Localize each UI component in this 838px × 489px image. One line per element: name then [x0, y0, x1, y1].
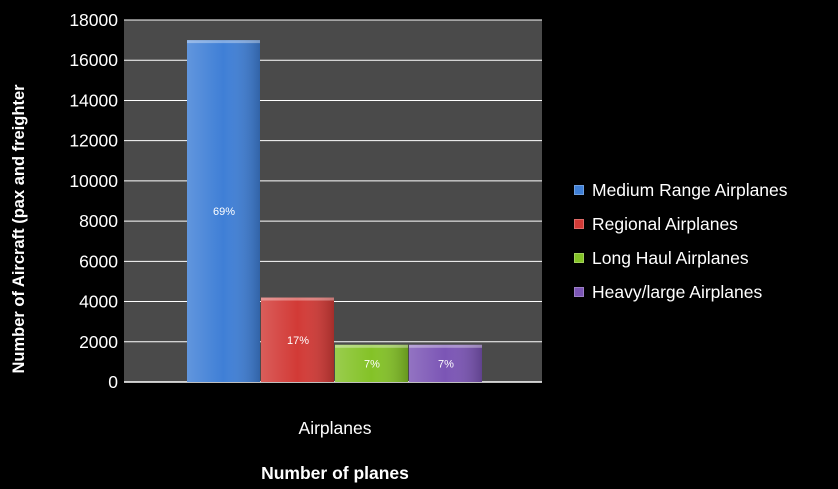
legend-swatch — [574, 253, 584, 263]
y-tick-label: 2000 — [79, 332, 118, 352]
bar-data-label: 7% — [364, 358, 380, 370]
y-tick-label: 4000 — [79, 292, 118, 312]
bar-shading — [409, 344, 482, 382]
y-tick-label: 16000 — [69, 50, 118, 70]
y-tick-label: 10000 — [69, 171, 118, 191]
bar-data-label: 7% — [438, 358, 454, 370]
legend-item-medium-range: Medium Range Airplanes — [574, 174, 836, 206]
bar-top-edge — [409, 344, 482, 348]
legend-label: Regional Airplanes — [592, 213, 738, 234]
legend-swatch — [574, 287, 584, 297]
y-axis-title: Number of Aircraft (pax and freighter — [10, 84, 28, 374]
bar-shading — [335, 344, 408, 382]
legend-label: Medium Range Airplanes — [592, 179, 788, 200]
x-tick-label: Airplanes — [299, 418, 372, 438]
bar-top-edge — [335, 344, 408, 348]
bar-top-edge — [187, 40, 260, 44]
y-tick-label: 18000 — [69, 10, 118, 30]
legend: Medium Range Airplanes Regional Airplane… — [574, 174, 836, 310]
x-axis-title: Number of planes — [261, 463, 409, 483]
y-tick-labels: 0 2000 4000 6000 8000 10000 12000 14000 16000 180… — [69, 10, 118, 392]
y-tick-label: 8000 — [79, 211, 118, 231]
x-tick-labels: Airplanes — [299, 418, 372, 438]
legend-item-long-haul: Long Haul Airplanes — [574, 242, 836, 274]
bar-top-edge — [261, 297, 334, 301]
bar-data-label: 17% — [287, 335, 309, 347]
legend-label: Heavy/large Airplanes — [592, 281, 763, 302]
legend-item-regional: Regional Airplanes — [574, 208, 836, 240]
y-tick-label: 12000 — [69, 131, 118, 151]
bars: 69% 17% 7% 7% — [187, 40, 482, 382]
y-tick-label: 0 — [108, 372, 118, 392]
legend-swatch — [574, 185, 584, 195]
y-tick-label: 14000 — [69, 90, 118, 110]
bar-shading — [187, 40, 260, 382]
bar-data-label: 69% — [213, 206, 235, 218]
legend-swatch — [574, 219, 584, 229]
bar-shading — [261, 297, 334, 382]
y-tick-label: 6000 — [79, 251, 118, 271]
legend-item-heavy-large: Heavy/large Airplanes — [574, 276, 836, 308]
legend-label: Long Haul Airplanes — [592, 247, 749, 268]
